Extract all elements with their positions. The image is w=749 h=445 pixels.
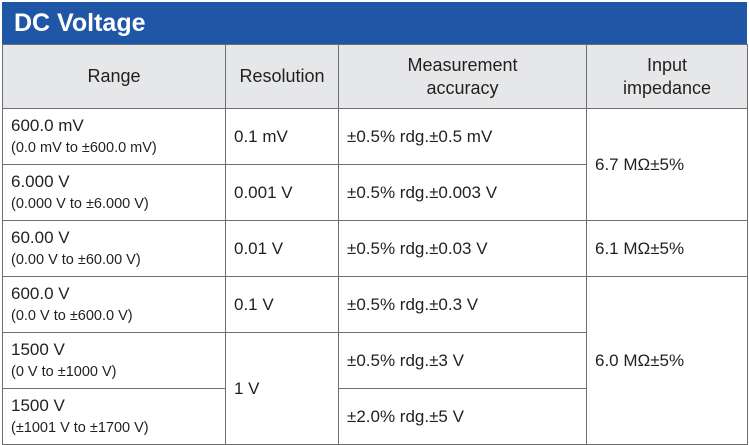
header-resolution: Resolution xyxy=(225,44,339,109)
header-impedance-line1: Input xyxy=(646,54,688,75)
resolution-cell: 1 V xyxy=(225,332,339,445)
table-row: 1500 V (0 V to ±1000 V) 1 V ±0.5% rdg.±3… xyxy=(2,332,748,445)
header-impedance: Input impedance xyxy=(586,44,748,109)
range-value: 1500 V xyxy=(11,395,65,415)
resolution-cell: 0.1 V xyxy=(225,276,339,333)
range-cell: 600.0 mV (0.0 mV to ±600.0 mV) xyxy=(2,108,226,165)
impedance-cell: 6.0 MΩ±5% xyxy=(586,276,748,445)
range-detail: (0 V to ±1000 V) xyxy=(11,363,117,380)
header-accuracy-line1: Measurement xyxy=(407,54,518,75)
range-value: 1500 V xyxy=(11,339,65,359)
range-value: 6.000 V xyxy=(11,171,70,191)
accuracy-cell: ±0.5% rdg.±3 V xyxy=(338,332,587,389)
table-row: 1500 V (±1001 V to ±1700 V) ±2.0% rdg.±5… xyxy=(2,388,748,445)
header-accuracy: Measurement accuracy xyxy=(338,44,587,109)
dc-voltage-spec-table: Range Resolution Measurement accuracy In… xyxy=(2,44,748,445)
accuracy-cell: ±2.0% rdg.±5 V xyxy=(338,388,587,445)
table-row: 60.00 V (0.00 V to ±60.00 V) 0.01 V ±0.5… xyxy=(2,220,748,277)
header-accuracy-line2: accuracy xyxy=(426,77,499,98)
accuracy-cell: ±0.5% rdg.±0.003 V xyxy=(338,164,587,221)
header-row: Range Resolution Measurement accuracy In… xyxy=(2,44,748,109)
header-range-label: Range xyxy=(87,66,141,86)
accuracy-cell: ±0.5% rdg.±0.3 V xyxy=(338,276,587,333)
range-cell: 600.0 V (0.0 V to ±600.0 V) xyxy=(2,276,226,333)
section-title: DC Voltage xyxy=(2,2,747,44)
range-value: 60.00 V xyxy=(11,227,70,247)
header-impedance-line2: impedance xyxy=(622,77,712,98)
resolution-cell: 0.1 mV xyxy=(225,108,339,165)
range-cell: 1500 V (0 V to ±1000 V) xyxy=(2,332,226,389)
range-value: 600.0 V xyxy=(11,283,70,303)
range-cell: 1500 V (±1001 V to ±1700 V) xyxy=(2,388,226,445)
table-row: 600.0 V (0.0 V to ±600.0 V) 0.1 V ±0.5% … xyxy=(2,276,748,445)
header-range: Range xyxy=(2,44,226,109)
resolution-cell: 0.001 V xyxy=(225,164,339,221)
range-detail: (0.0 V to ±600.0 V) xyxy=(11,307,133,324)
range-detail: (0.00 V to ±60.00 V) xyxy=(11,251,141,268)
resolution-cell: 0.01 V xyxy=(225,220,339,277)
range-detail: (±1001 V to ±1700 V) xyxy=(11,419,149,436)
header-resolution-label: Resolution xyxy=(239,66,325,86)
accuracy-cell: ±0.5% rdg.±0.03 V xyxy=(338,220,587,277)
range-cell: 60.00 V (0.00 V to ±60.00 V) xyxy=(2,220,226,277)
range-detail: (0.0 mV to ±600.0 mV) xyxy=(11,139,157,156)
table-row: 6.000 V (0.000 V to ±6.000 V) 0.001 V ±0… xyxy=(2,164,748,221)
impedance-cell: 6.1 MΩ±5% xyxy=(586,220,748,277)
impedance-cell: 6.7 MΩ±5% xyxy=(586,108,748,221)
range-detail: (0.000 V to ±6.000 V) xyxy=(11,195,149,212)
table-row: 600.0 mV (0.0 mV to ±600.0 mV) 0.1 mV ±0… xyxy=(2,108,748,221)
range-cell: 6.000 V (0.000 V to ±6.000 V) xyxy=(2,164,226,221)
range-value: 600.0 mV xyxy=(11,115,84,135)
accuracy-cell: ±0.5% rdg.±0.5 mV xyxy=(338,108,587,165)
